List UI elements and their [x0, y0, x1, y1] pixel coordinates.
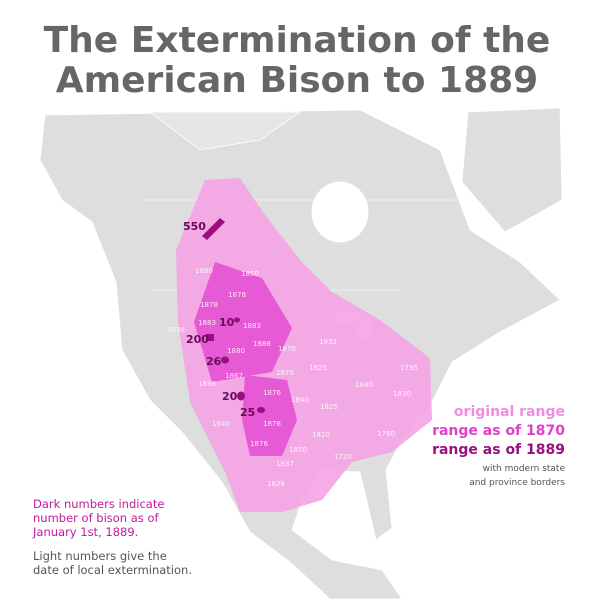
- legend-note: with modern state: [483, 464, 566, 474]
- extermination-date: 1850: [241, 270, 259, 278]
- extermination-date: 1832: [319, 338, 337, 346]
- extermination-date: 1838: [198, 380, 216, 388]
- extermination-date: 1840: [355, 381, 373, 389]
- note-dark: January 1st, 1889.: [32, 525, 138, 539]
- note-light: date of local extermination.: [33, 563, 192, 577]
- extermination-date: 1820: [312, 431, 330, 439]
- title-line: American Bison to 1889: [56, 60, 538, 101]
- herd-count: 26: [206, 355, 222, 368]
- extermination-date: 1830: [393, 390, 411, 398]
- note-dark: Dark numbers indicate: [33, 497, 164, 511]
- extermination-date: 1828: [267, 480, 285, 488]
- extermination-date: 1850: [289, 446, 307, 454]
- extermination-date: 1840: [291, 396, 309, 404]
- extermination-date: 1883: [198, 319, 216, 327]
- extermination-date: 1840: [212, 420, 230, 428]
- extermination-date: 1867: [225, 372, 243, 380]
- extermination-date: 1878: [228, 291, 246, 299]
- herd-count: 200: [186, 333, 209, 346]
- herd-count: 25: [240, 406, 255, 419]
- herd-count: 10: [219, 316, 235, 329]
- legend-1889: range as of 1889: [432, 442, 565, 458]
- extermination-date: 1886: [253, 340, 271, 348]
- legend-original: original range: [454, 404, 565, 420]
- extermination-date: 1870: [276, 369, 294, 377]
- extermination-date: 1876: [263, 420, 281, 428]
- extermination-date: 1825: [320, 403, 338, 411]
- extermination-date: 1883: [243, 322, 261, 330]
- extermination-date: 1870: [278, 345, 296, 353]
- extermination-date: 1876: [250, 440, 268, 448]
- original-range: [176, 178, 432, 512]
- extermination-date: 1720: [334, 453, 352, 461]
- extermination-date: 1795: [400, 364, 418, 372]
- extermination-date: 1838: [167, 326, 185, 334]
- herd-count: 20: [222, 390, 238, 403]
- extermination-date: 1837: [276, 460, 294, 468]
- extermination-date: 1878: [200, 301, 218, 309]
- extermination-date: 1880: [227, 347, 245, 355]
- range-1870-south: [242, 375, 297, 456]
- title-line: The Extermination of the: [44, 20, 551, 61]
- herd-count: 550: [183, 220, 206, 233]
- legend-1870: range as of 1870: [432, 423, 565, 439]
- range-1870-north: [194, 262, 292, 382]
- extermination-date: 1760: [377, 430, 395, 438]
- note-light: Light numbers give the: [33, 549, 167, 563]
- range-1889: [202, 218, 265, 413]
- legend-note: and province borders: [469, 478, 565, 488]
- note-dark: number of bison as of: [33, 511, 159, 525]
- extermination-date: 1880: [195, 267, 213, 275]
- extermination-date: 1825: [309, 364, 327, 372]
- extermination-date: 1876: [263, 389, 281, 397]
